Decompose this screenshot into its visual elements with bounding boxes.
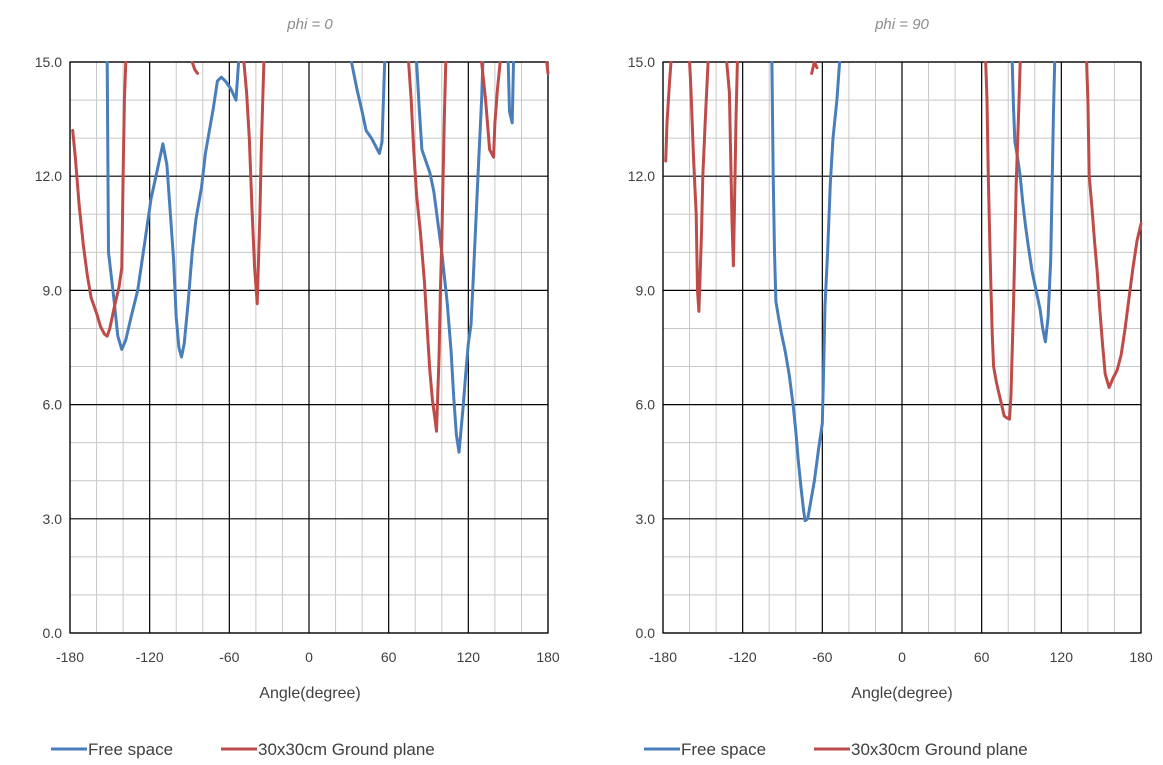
y-tick-label: 12.0 — [628, 168, 655, 184]
series-line-segment — [725, 61, 739, 268]
series-line-segment — [506, 61, 515, 125]
x-tick-label: 0 — [898, 649, 906, 665]
x-tick-label: 60 — [974, 649, 990, 665]
y-tick-label: 15.0 — [35, 54, 62, 70]
series-line-segment — [242, 61, 266, 306]
x-axis-label: Angle(degree) — [851, 685, 952, 702]
series-line-segment — [984, 61, 1022, 421]
legend-label: 30x30cm Ground plane — [258, 740, 435, 759]
x-tick-label: 180 — [1129, 649, 1153, 665]
y-tick-label: 0.0 — [43, 625, 63, 641]
y-tick-label: 12.0 — [35, 168, 62, 184]
y-tick-label: 9.0 — [636, 282, 656, 298]
chart-panel-phi-90: phi = 90 -180 -120 -60 0 60 120 180 0.0 3.0 6.0 9.0… — [628, 16, 1153, 759]
x-axis-label: Angle(degree) — [259, 685, 360, 702]
y-tick-label: 3.0 — [43, 511, 63, 527]
series-line-segment — [664, 61, 673, 163]
series-line-segment — [1085, 61, 1143, 389]
plot-area-frame — [69, 61, 549, 634]
series-line-segment — [105, 61, 241, 359]
series-ground-plane — [71, 61, 550, 433]
x-tick-label: -60 — [219, 649, 239, 665]
y-tick-label: 6.0 — [636, 397, 656, 413]
series-line-segment — [407, 61, 448, 433]
series-line-segment — [810, 61, 819, 75]
series-line-segment — [190, 61, 199, 75]
x-tick-label: 0 — [305, 649, 313, 665]
x-tick-label: -180 — [56, 649, 84, 665]
y-tick-label: 3.0 — [636, 511, 656, 527]
x-tick-label: -180 — [649, 649, 677, 665]
y-tick-label: 0.0 — [636, 625, 656, 641]
series-free-space — [770, 61, 1057, 523]
x-tick-label: 60 — [381, 649, 397, 665]
x-tick-label: 180 — [536, 649, 560, 665]
series-line-segment — [688, 61, 710, 313]
x-tick-label: -120 — [729, 649, 757, 665]
series-line-segment — [770, 61, 842, 523]
chart-panel-phi-0: phi = 0 -180 -120 -60 0 60 120 180 0.0 3.0 6.0 9.0 1… — [35, 16, 560, 759]
series-ground-plane — [664, 61, 1143, 421]
series-line-segment — [480, 61, 502, 159]
legend-label: Free space — [88, 740, 173, 759]
series-line-segment — [415, 61, 485, 454]
series-line-segment — [545, 61, 550, 75]
legend: Free space 30x30cm Ground plane — [644, 740, 1028, 759]
legend: Free space 30x30cm Ground plane — [51, 740, 435, 759]
x-tick-label: 120 — [457, 649, 481, 665]
plot-area-frame — [662, 61, 1142, 634]
y-tick-label: 6.0 — [43, 397, 63, 413]
series-free-space — [105, 61, 515, 454]
series-line-segment — [350, 61, 387, 155]
legend-label: Free space — [681, 740, 766, 759]
legend-label: 30x30cm Ground plane — [851, 740, 1028, 759]
panel-title: phi = 0 — [286, 16, 333, 33]
series-line-segment — [71, 61, 128, 338]
x-tick-label: -60 — [812, 649, 832, 665]
x-tick-label: -120 — [136, 649, 164, 665]
x-tick-label: 120 — [1050, 649, 1074, 665]
y-tick-label: 9.0 — [43, 282, 63, 298]
panel-title: phi = 90 — [874, 16, 929, 33]
y-tick-label: 15.0 — [628, 54, 655, 70]
